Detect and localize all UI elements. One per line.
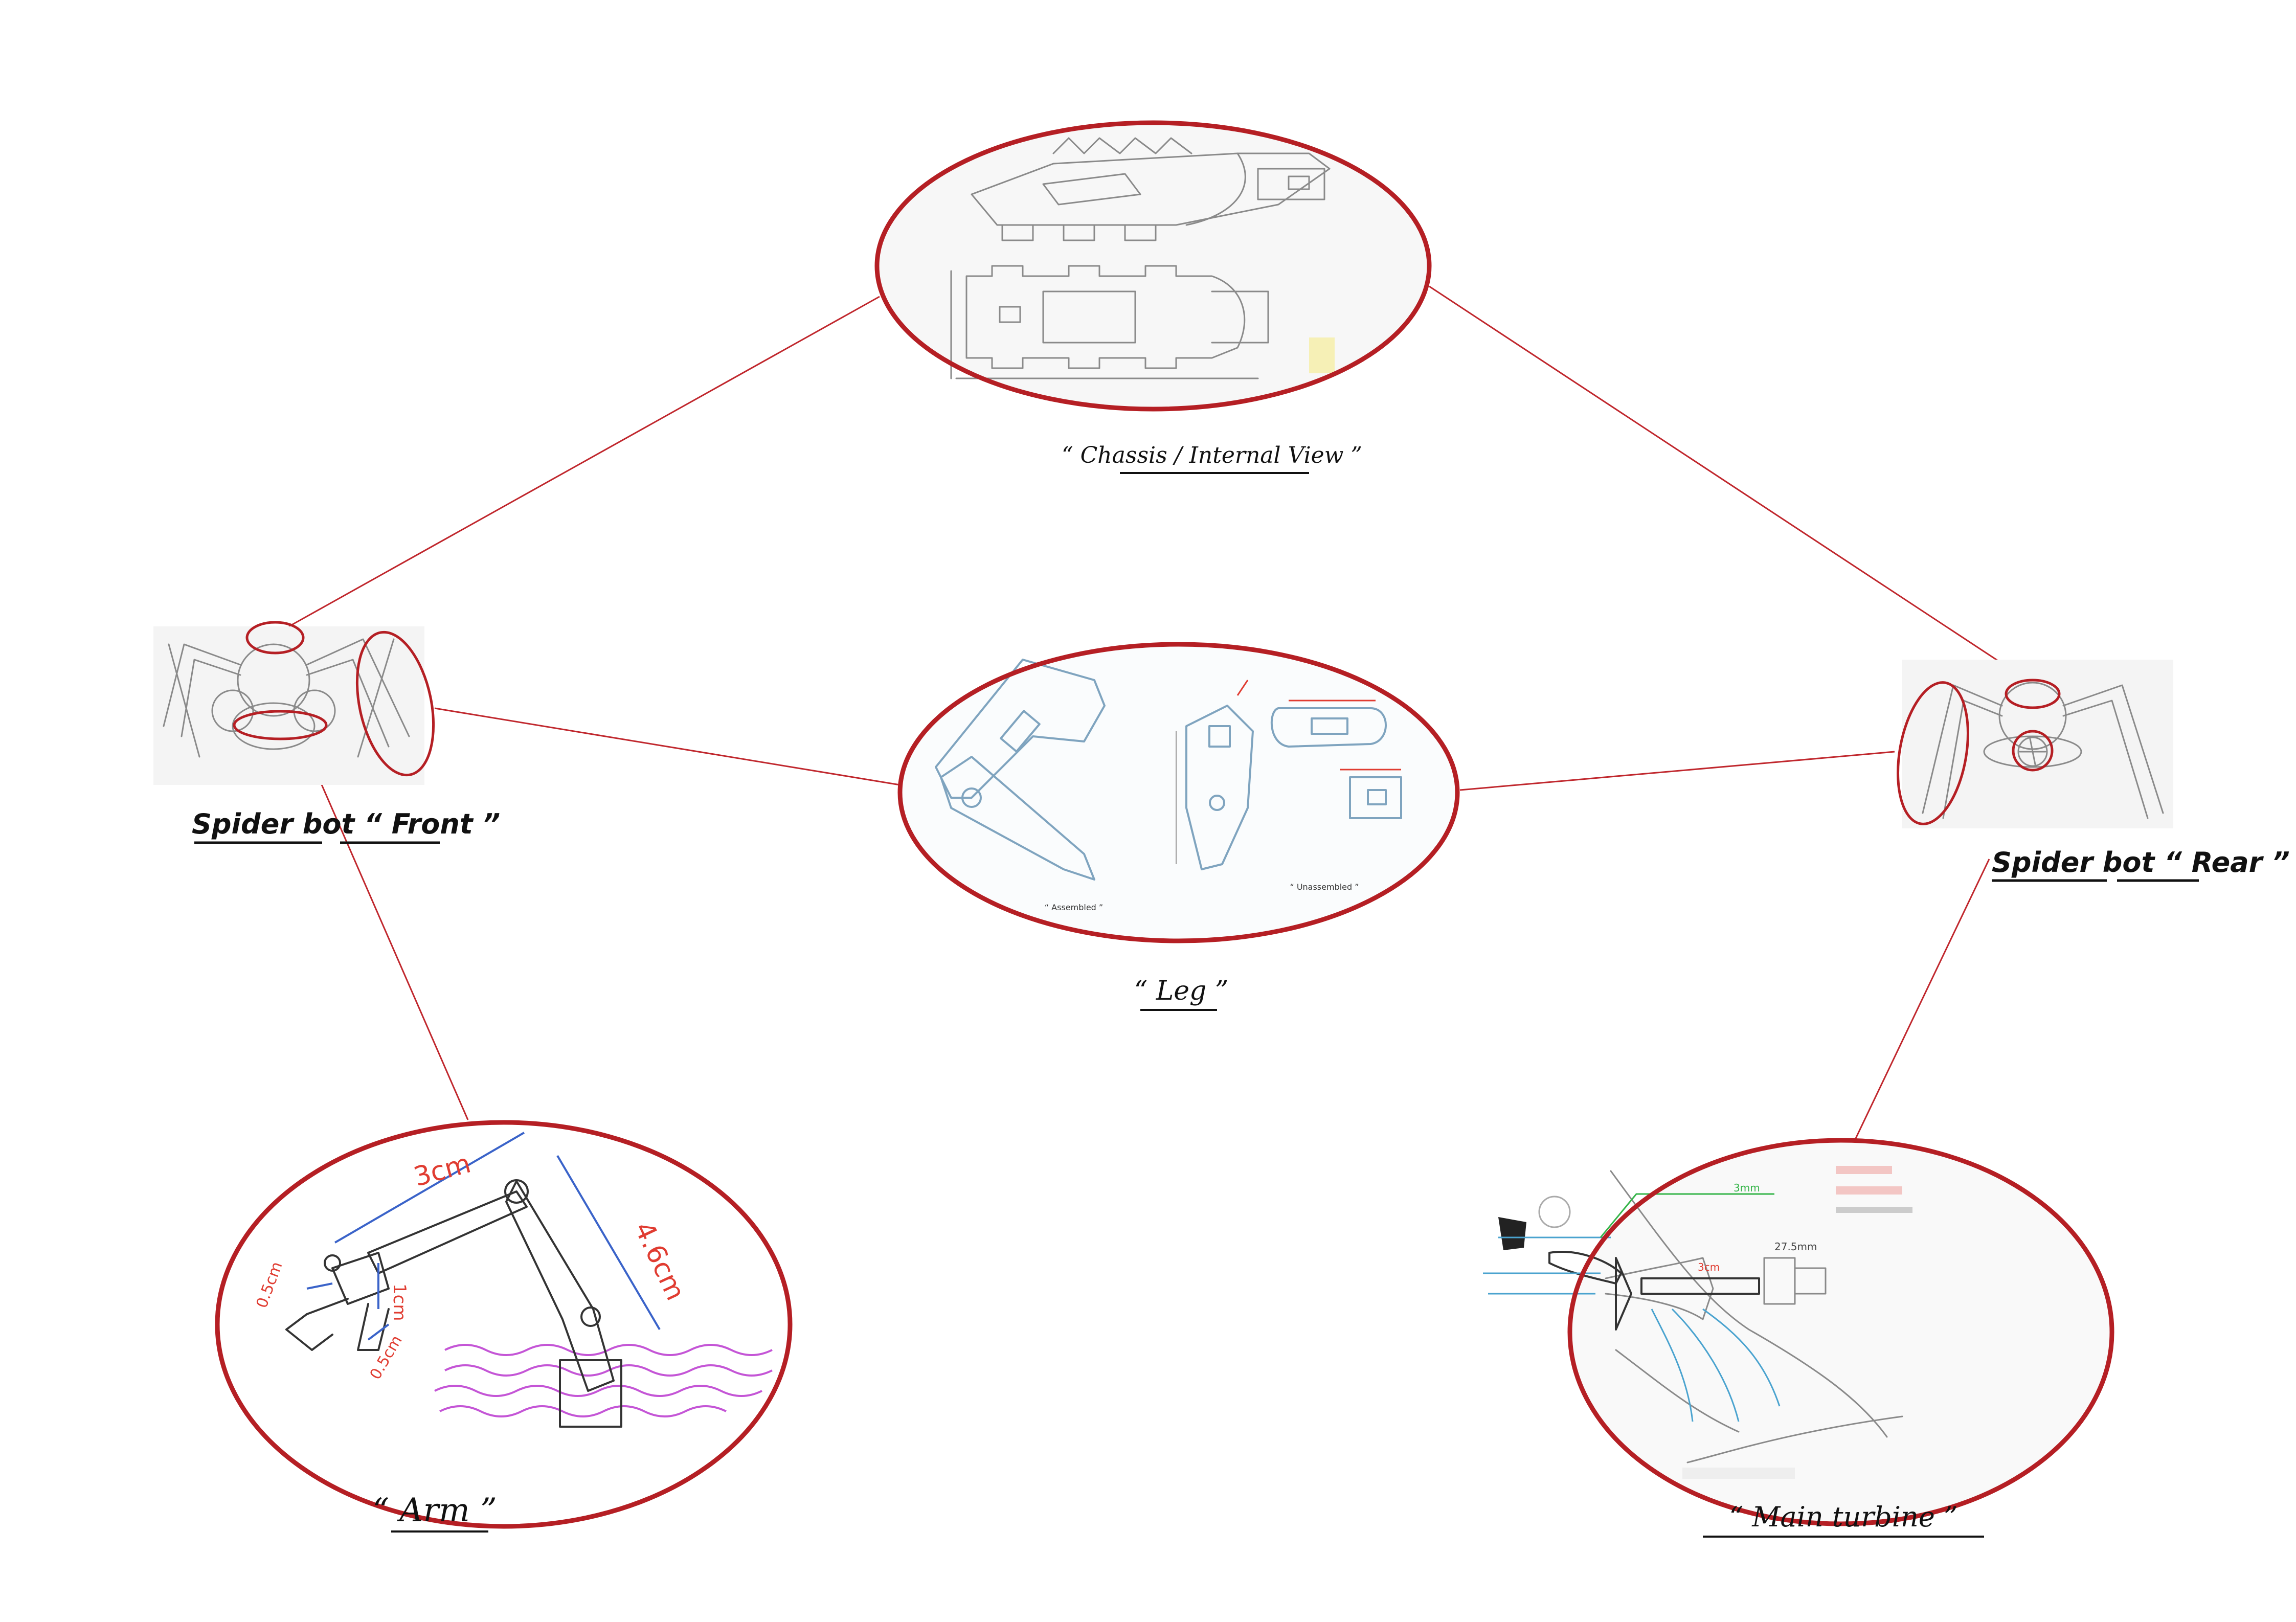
connector-front-chassis bbox=[288, 296, 880, 627]
front-highlight-mouth bbox=[233, 710, 328, 740]
front-node[interactable]: Spider bot “ Front ” bbox=[153, 621, 500, 844]
rear-highlight-top bbox=[2005, 679, 2061, 709]
rear-sketch-background bbox=[1902, 660, 2173, 828]
chassis-caption: “ Chassis / Internal View ” bbox=[1062, 442, 1362, 468]
front-caption: Spider bot “ Front ” bbox=[192, 808, 500, 840]
turbine-node-background bbox=[1570, 1140, 2112, 1524]
turbine-node-ring bbox=[1567, 1138, 2114, 1526]
turbine-sketch bbox=[1483, 1166, 1912, 1479]
connector-front-arm bbox=[301, 738, 469, 1120]
arm-dim-vertical: 1cm bbox=[389, 1283, 410, 1321]
leg-node[interactable]: “ Assembled ” “ Unassembled ” “ Leg ” bbox=[897, 642, 1460, 1011]
arm-node[interactable]: 3cm 4.6cm 0.5cm 1cm 0.5cm “ Arm ” bbox=[215, 1120, 793, 1533]
arm-node-ring bbox=[215, 1120, 793, 1529]
arm-caption: “ Arm ” bbox=[372, 1492, 497, 1529]
chassis-node[interactable]: “ Chassis / Internal View ” bbox=[874, 120, 1432, 474]
connector-front-leg bbox=[434, 707, 901, 786]
turbine-node[interactable]: 3cm 27.5mm 3mm “ Main turbine ” bbox=[1483, 1138, 2114, 1538]
connector-chassis-rear bbox=[1429, 285, 2036, 686]
chassis-sketch bbox=[950, 137, 1335, 379]
arm-node-background bbox=[217, 1122, 790, 1526]
connector-rear-turbine bbox=[1850, 859, 1990, 1148]
chassis-node-ring bbox=[874, 120, 1432, 412]
front-highlight-top bbox=[245, 621, 305, 655]
rear-highlight-fan bbox=[2012, 730, 2054, 772]
turbine-label-width: 3cm bbox=[1698, 1261, 1720, 1273]
arm-sketch bbox=[285, 1132, 773, 1428]
leg-label-unassembled: “ Unassembled ” bbox=[1290, 882, 1359, 892]
turbine-caption: “ Main turbine ” bbox=[1729, 1501, 1957, 1533]
connector-leg-rear bbox=[1459, 751, 1895, 791]
leg-label-assembled: “ Assembled ” bbox=[1045, 903, 1103, 912]
sticky-note bbox=[1309, 337, 1335, 373]
rear-highlight-leg bbox=[1897, 681, 1969, 825]
leg-node-ring bbox=[897, 642, 1460, 943]
leg-sketch bbox=[935, 659, 1402, 881]
rear-caption: Spider bot “ Rear ” bbox=[1992, 846, 2290, 878]
front-spider-sketch bbox=[163, 638, 410, 758]
front-highlight-leg bbox=[355, 630, 435, 777]
turbine-label-flow: 3mm bbox=[1734, 1182, 1760, 1194]
connector-lines bbox=[288, 285, 2036, 1148]
turbine-label-motor: 27.5mm bbox=[1774, 1241, 1817, 1253]
leg-caption: “ Leg ” bbox=[1134, 976, 1229, 1006]
rear-node[interactable]: Spider bot “ Rear ” bbox=[1888, 660, 2290, 882]
